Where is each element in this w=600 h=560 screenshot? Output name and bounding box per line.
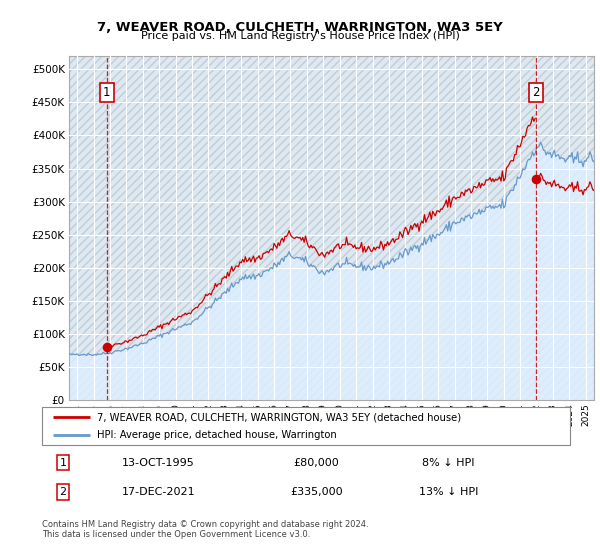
Point xyxy=(102,343,112,352)
Text: 8% ↓ HPI: 8% ↓ HPI xyxy=(422,458,475,468)
Text: HPI: Average price, detached house, Warrington: HPI: Average price, detached house, Warr… xyxy=(97,430,337,440)
Point xyxy=(531,174,541,183)
Text: 1: 1 xyxy=(59,458,67,468)
Text: 1: 1 xyxy=(103,86,110,99)
Text: £80,000: £80,000 xyxy=(293,458,340,468)
Text: 17-DEC-2021: 17-DEC-2021 xyxy=(121,487,195,497)
Text: £335,000: £335,000 xyxy=(290,487,343,497)
Text: 13% ↓ HPI: 13% ↓ HPI xyxy=(419,487,478,497)
Text: Price paid vs. HM Land Registry's House Price Index (HPI): Price paid vs. HM Land Registry's House … xyxy=(140,31,460,41)
FancyBboxPatch shape xyxy=(42,407,570,445)
Text: 2: 2 xyxy=(59,487,67,497)
Text: Contains HM Land Registry data © Crown copyright and database right 2024.
This d: Contains HM Land Registry data © Crown c… xyxy=(42,520,368,539)
Text: 7, WEAVER ROAD, CULCHETH, WARRINGTON, WA3 5EY: 7, WEAVER ROAD, CULCHETH, WARRINGTON, WA… xyxy=(97,21,503,34)
Text: 7, WEAVER ROAD, CULCHETH, WARRINGTON, WA3 5EY (detached house): 7, WEAVER ROAD, CULCHETH, WARRINGTON, WA… xyxy=(97,412,461,422)
Text: 2: 2 xyxy=(532,86,539,99)
Text: 13-OCT-1995: 13-OCT-1995 xyxy=(122,458,194,468)
